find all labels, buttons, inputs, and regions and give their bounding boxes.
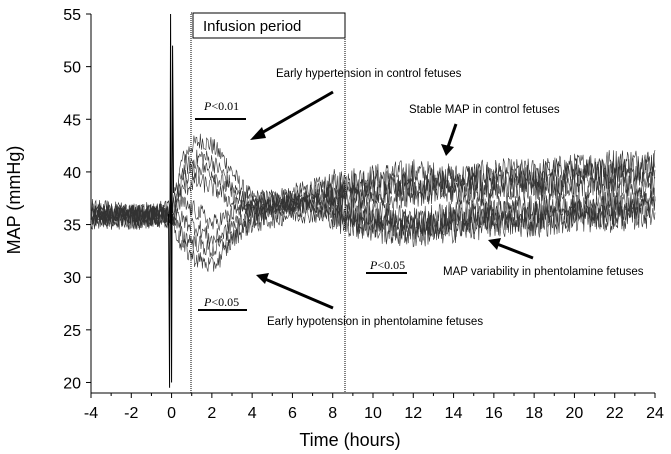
series-line-control bbox=[90, 169, 656, 224]
svg-text:P<0.05: P<0.05 bbox=[369, 258, 405, 272]
p-value-label-control: P<0.01 bbox=[195, 99, 246, 120]
y-tick-label: 35 bbox=[63, 218, 81, 235]
y-tick-label: 40 bbox=[63, 165, 81, 182]
x-tick-label: 24 bbox=[646, 405, 664, 422]
x-tick-label: -2 bbox=[124, 405, 138, 422]
infusion-period-label: Infusion period bbox=[203, 18, 301, 35]
x-tick-label: 16 bbox=[485, 405, 503, 422]
x-tick-label: 20 bbox=[566, 405, 584, 422]
y-tick-label: 55 bbox=[63, 7, 81, 24]
series-layer bbox=[90, 13, 656, 388]
x-tick-label: 14 bbox=[445, 405, 463, 422]
x-tick-label: 6 bbox=[288, 405, 297, 422]
y-tick-label: 20 bbox=[63, 375, 81, 392]
arrow-stable-map bbox=[441, 123, 458, 156]
annotation-early-hypertension: Early hypertension in control fetuses bbox=[276, 68, 462, 80]
infusion-period-label-box bbox=[192, 12, 346, 39]
arrow-early-hypotension bbox=[256, 273, 334, 310]
infusion-start-spike bbox=[168, 13, 175, 388]
x-tick-label: 12 bbox=[404, 405, 422, 422]
x-tick-label: 4 bbox=[248, 405, 257, 422]
p-value-label-phentolamine-late: P<0.05 bbox=[366, 258, 407, 274]
annotation-map-variability: MAP variability in phentolamine fetuses bbox=[443, 266, 644, 278]
arrow-map-variability bbox=[488, 238, 534, 260]
series-line-phentolamine bbox=[90, 190, 656, 246]
y-tick-label: 45 bbox=[63, 112, 81, 129]
p-value-label-phentolamine-early: P<0.05 bbox=[198, 295, 247, 311]
y-axis-title: MAP (mmHg) bbox=[4, 146, 24, 255]
arrow-early-hypertension bbox=[250, 90, 334, 140]
series-line-phentolamine bbox=[90, 187, 656, 233]
y-tick-label: 25 bbox=[63, 323, 81, 340]
x-tick-label: 10 bbox=[364, 405, 382, 422]
x-tick-label: 2 bbox=[207, 405, 216, 422]
x-tick-label: 0 bbox=[167, 405, 176, 422]
y-tick-label: 50 bbox=[63, 60, 81, 77]
ticks-layer: -4 -2 0 2 4 6 8 10 12 14 16 18 20 22 24202530354045505… bbox=[63, 7, 664, 422]
x-tick-label: -4 bbox=[84, 405, 98, 422]
annotation-stable-map: Stable MAP in control fetuses bbox=[409, 104, 560, 116]
svg-text:P<0.01: P<0.01 bbox=[203, 99, 239, 113]
y-tick-label: 30 bbox=[63, 270, 81, 287]
x-tick-label: 22 bbox=[606, 405, 624, 422]
x-tick-label: 18 bbox=[525, 405, 543, 422]
annotation-early-hypotension: Early hypotension in phentolamine fetuse… bbox=[267, 316, 483, 328]
x-tick-label: 8 bbox=[328, 405, 337, 422]
x-axis-title: Time (hours) bbox=[299, 430, 400, 450]
svg-text:P<0.05: P<0.05 bbox=[203, 295, 239, 309]
